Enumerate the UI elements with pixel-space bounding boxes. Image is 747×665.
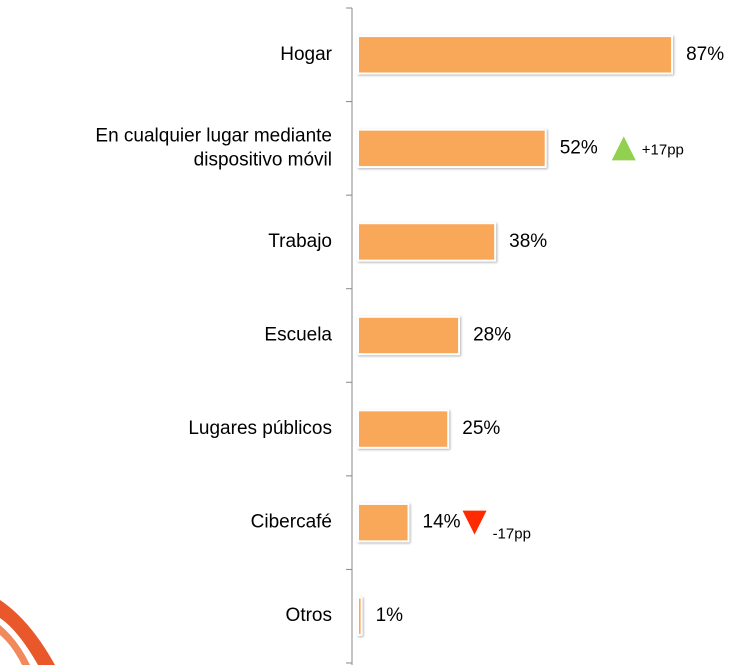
- change-label: -17pp: [493, 526, 531, 543]
- bar: [357, 222, 497, 262]
- bar: [357, 409, 450, 449]
- category-label: Trabajo: [268, 231, 332, 252]
- decor-arc: [0, 600, 55, 665]
- change-label: +17pp: [642, 141, 684, 158]
- bar: [357, 596, 363, 636]
- value-label: 28%: [473, 325, 511, 346]
- value-label: 25%: [462, 418, 500, 439]
- value-label: 52%: [560, 137, 598, 158]
- change-arrow: [611, 136, 636, 161]
- bar: [357, 315, 461, 356]
- category-label: En cualquier lugar mediante dispositivo m…: [95, 125, 332, 170]
- value-label: 1%: [376, 605, 404, 626]
- category-label: Cibercafé: [251, 512, 332, 533]
- category-label: Escuela: [264, 325, 332, 346]
- category-label: Lugares públicos: [188, 418, 332, 439]
- decor-arc: [0, 625, 30, 665]
- change-arrow: [462, 510, 487, 535]
- value-label: 38%: [509, 231, 547, 252]
- category-label: Hogar: [280, 44, 332, 65]
- bar: [357, 128, 547, 169]
- value-label: 14%: [423, 512, 461, 533]
- value-label: 87%: [686, 44, 724, 65]
- category-label: Otros: [286, 605, 332, 626]
- bar: [357, 502, 410, 543]
- bar: [357, 35, 674, 75]
